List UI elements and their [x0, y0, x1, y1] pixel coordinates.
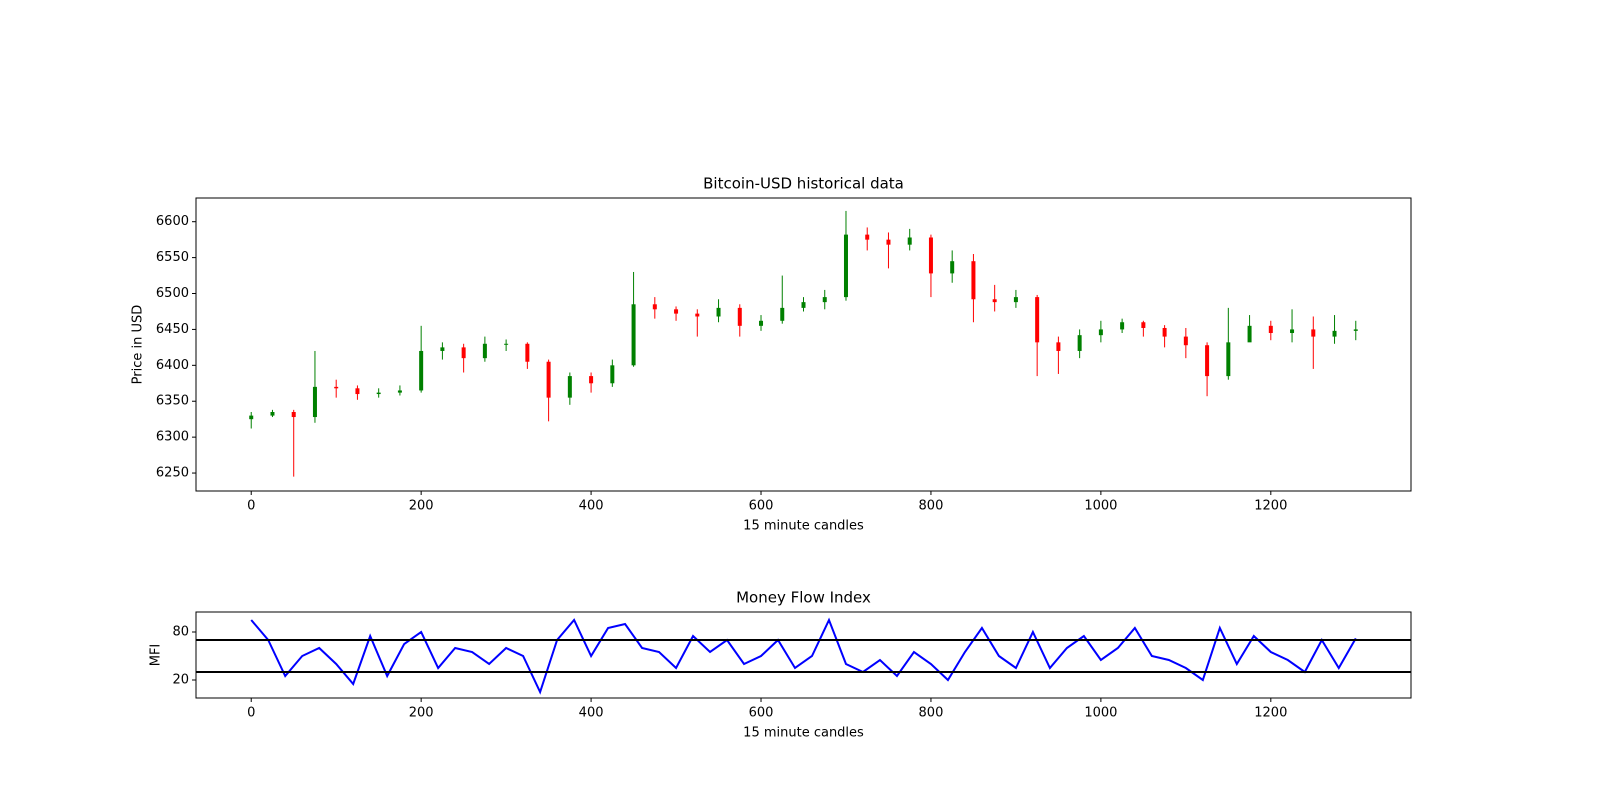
candle-body: [971, 261, 976, 300]
candle-body: [1141, 322, 1146, 328]
candle-body: [759, 320, 764, 326]
candle-body: [1247, 325, 1252, 343]
candle-body: [1268, 325, 1273, 334]
candle-body: [992, 299, 997, 303]
y-tick-label: 6400: [156, 358, 189, 373]
candle-body: [355, 388, 360, 395]
y-tick-label: 6250: [156, 466, 189, 481]
y-tick-label: 6550: [156, 250, 189, 265]
candle-body: [716, 307, 721, 317]
x-tick-label: 1200: [1254, 499, 1287, 514]
x-tick-label: 600: [749, 499, 774, 514]
candle-body: [270, 412, 275, 416]
x-tick-label: 600: [749, 706, 774, 721]
x-tick-label: 200: [409, 706, 434, 721]
candle-body: [397, 390, 402, 393]
candle-body: [1162, 327, 1167, 337]
mfi-line: [250, 617, 1357, 695]
candle-body: [928, 237, 933, 274]
candle-body: [674, 309, 679, 314]
x-tick-label: 0: [247, 706, 255, 721]
candle-body: [1205, 345, 1210, 377]
y-tick-label: 6450: [156, 322, 189, 337]
y-tick-label: 6350: [156, 394, 189, 409]
candle-body: [780, 307, 785, 321]
candle-body: [801, 302, 806, 308]
y-tick-label: 80: [172, 625, 189, 640]
candle-body: [567, 376, 572, 398]
candle-body: [1120, 322, 1125, 330]
plot-frame: [195, 197, 1412, 492]
x-tick-label: 800: [919, 499, 944, 514]
candle-body: [1183, 336, 1188, 346]
candle-body: [1077, 335, 1082, 351]
candle-body: [652, 304, 657, 310]
chart-title: Bitcoin-USD historical data: [703, 175, 904, 193]
candle-body: [1311, 329, 1316, 337]
candle-body: [631, 304, 636, 366]
candle-body: [1332, 330, 1337, 337]
x-tick-label: 1000: [1084, 706, 1117, 721]
candle-body: [419, 350, 424, 391]
x-tick-label: 0: [247, 499, 255, 514]
candle-body: [907, 237, 912, 245]
candle-body: [482, 343, 487, 359]
candle-body: [950, 261, 955, 274]
x-tick-label: 1000: [1084, 499, 1117, 514]
candle-body: [1290, 329, 1295, 334]
candle-body: [525, 343, 530, 362]
candle-body: [1353, 329, 1358, 331]
candle-body: [865, 234, 870, 240]
candle-body: [1226, 342, 1231, 377]
chart-title: Money Flow Index: [736, 589, 871, 607]
candle-body: [1098, 329, 1103, 336]
candle-body: [249, 415, 254, 420]
y-tick-label: 20: [172, 673, 189, 688]
x-axis-label: 15 minute candles: [743, 519, 864, 534]
y-tick-label: 6300: [156, 430, 189, 445]
x-tick-label: 800: [919, 706, 944, 721]
candle-body: [461, 347, 466, 359]
candle-body: [843, 234, 848, 298]
x-tick-label: 400: [579, 706, 604, 721]
candle-body: [822, 297, 827, 303]
y-tick-label: 6500: [156, 286, 189, 301]
x-tick-label: 200: [409, 499, 434, 514]
candle-body: [291, 412, 296, 418]
candle-body: [737, 307, 742, 326]
candle-body: [334, 386, 339, 389]
candle-body: [440, 347, 445, 351]
candle-body: [1013, 297, 1018, 303]
y-axis-label: Price in USD: [131, 305, 146, 385]
x-tick-label: 1200: [1254, 706, 1287, 721]
candle-body: [886, 239, 891, 245]
candle-body: [504, 343, 509, 345]
x-axis-label: 15 minute candles: [743, 726, 864, 741]
y-axis-label: MFI: [149, 644, 164, 667]
x-tick-label: 400: [579, 499, 604, 514]
candle-body: [1035, 297, 1040, 343]
candle-body: [376, 392, 381, 395]
candle-body: [610, 365, 615, 384]
y-tick-label: 6600: [156, 214, 189, 229]
candle-body: [589, 376, 594, 384]
candle-body: [546, 361, 551, 398]
candle-body: [312, 386, 317, 418]
candle-body: [1056, 342, 1061, 351]
plot-frame: [195, 611, 1412, 699]
candle-body: [695, 313, 700, 317]
